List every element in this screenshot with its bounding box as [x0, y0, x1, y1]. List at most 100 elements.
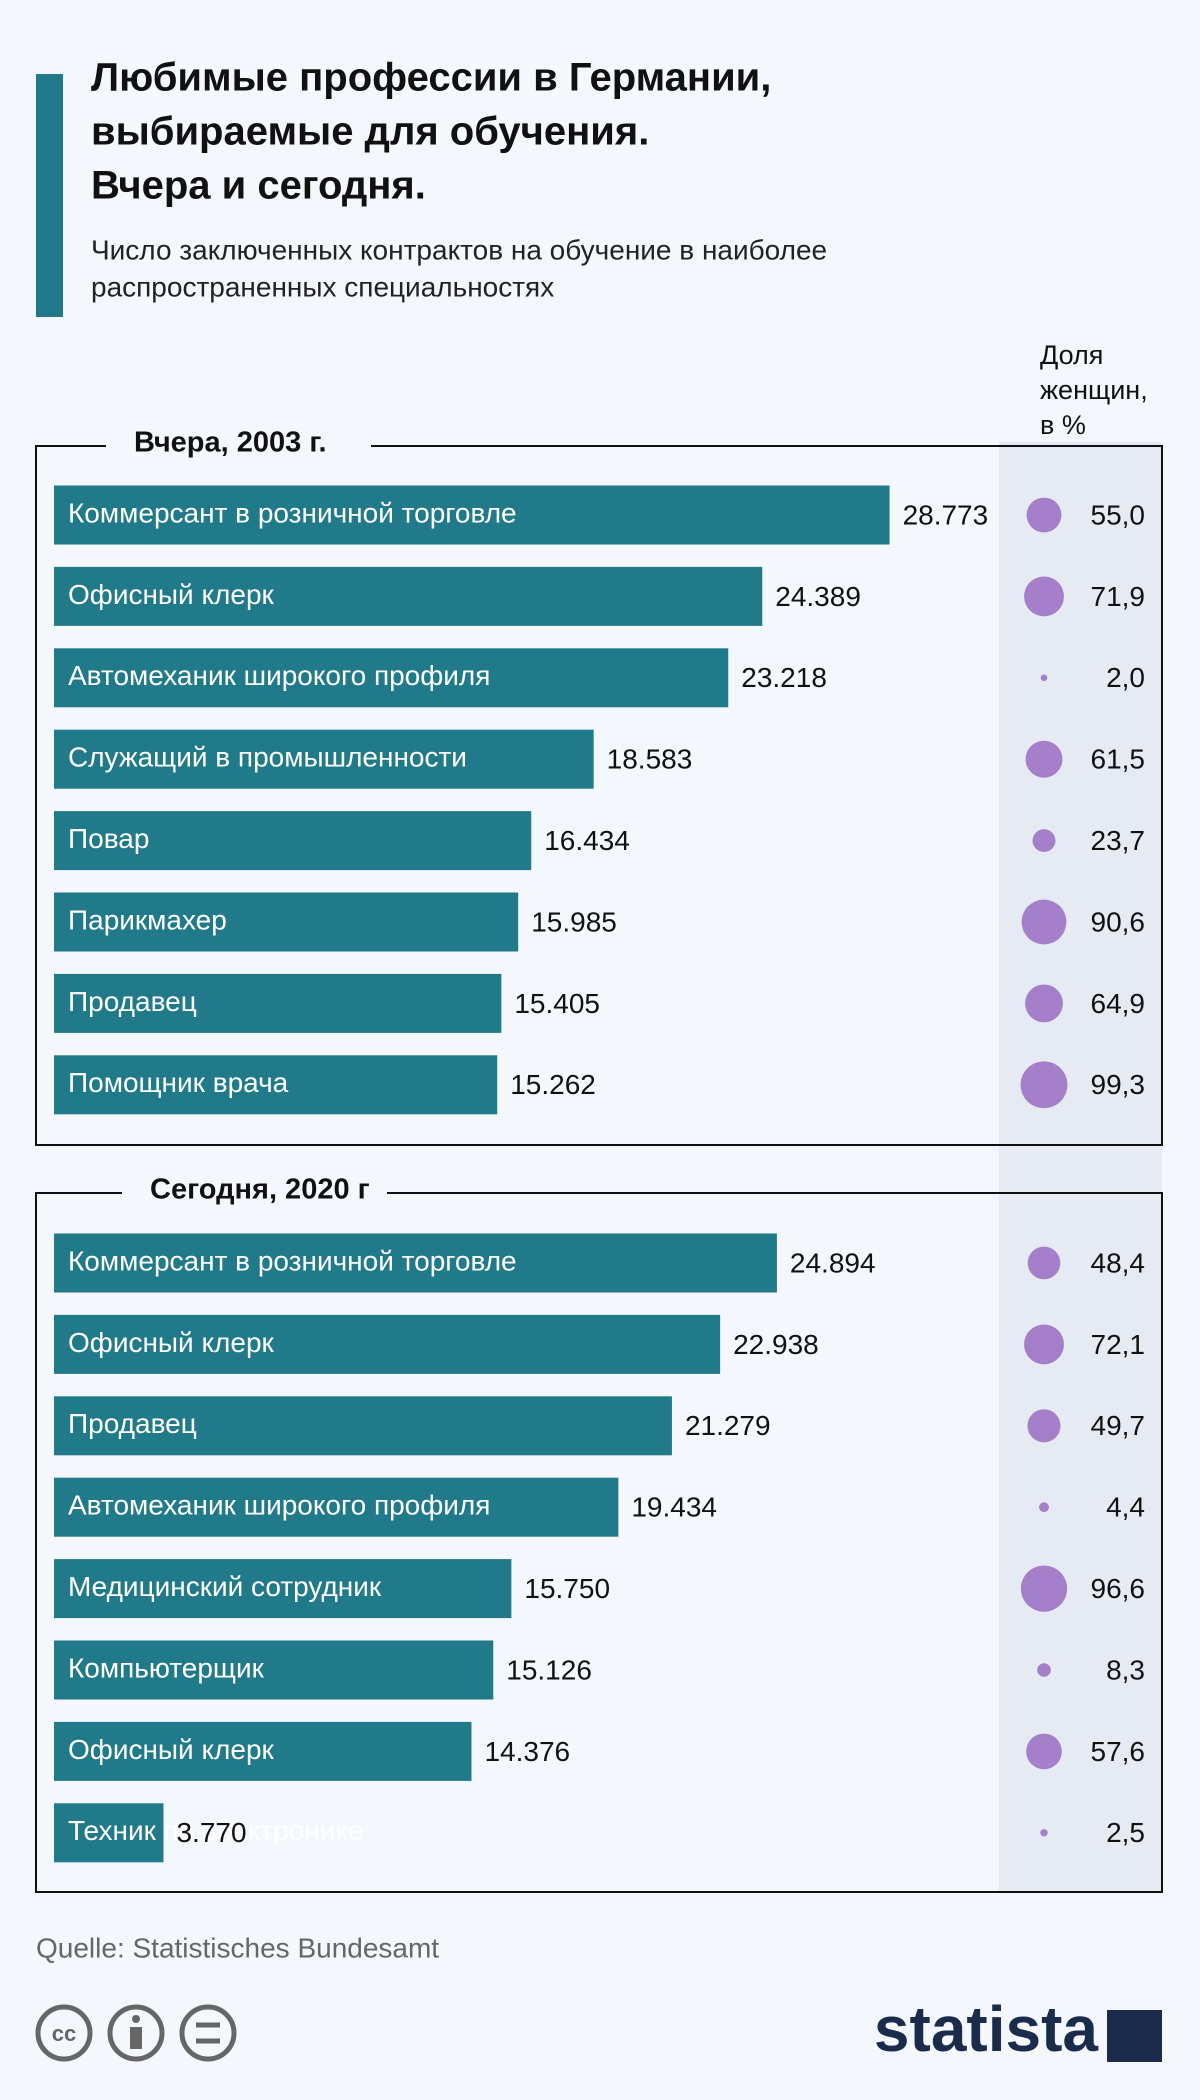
share-dot [1025, 740, 1063, 778]
title: Вчера и сегодня. [91, 164, 426, 208]
share-header: женщин, [1040, 375, 1148, 405]
bar-label: Офисный клерк [68, 1734, 275, 1765]
bar [54, 1396, 672, 1456]
panel-frame [35, 445, 1163, 1146]
license-icons: cc [35, 2004, 237, 2062]
share-dot [1020, 1565, 1068, 1612]
bar-label: Коммерсант в розничной торговле [68, 497, 517, 528]
value-label: 15.750 [524, 1573, 610, 1604]
value-label: 3.770 [176, 1817, 246, 1848]
share-label: 99,3 [1091, 1069, 1146, 1100]
bar [54, 566, 763, 626]
share-dot [1040, 674, 1048, 682]
share-header: Доля [1040, 340, 1103, 370]
share-label: 48,4 [1091, 1247, 1146, 1278]
share-column [999, 442, 1162, 1892]
value-label: 15.985 [531, 906, 617, 937]
value-label: 16.434 [544, 825, 630, 856]
value-label: 18.583 [607, 744, 693, 775]
share-label: 2,5 [1106, 1817, 1145, 1848]
by-head [132, 2015, 140, 2023]
value-label: 28.773 [903, 499, 989, 530]
share-label: 2,0 [1106, 662, 1145, 693]
bar [54, 973, 502, 1033]
bar [54, 1477, 619, 1537]
bar [54, 1721, 472, 1781]
share-header: в % [1040, 410, 1086, 440]
panel-title: Сегодня, 2020 г [150, 1174, 370, 1206]
share-label: 90,6 [1091, 906, 1146, 937]
panel-title-bg [106, 426, 371, 466]
bar [54, 1233, 777, 1293]
value-label: 24.389 [775, 581, 861, 612]
share-label: 96,6 [1091, 1573, 1146, 1604]
bar-label: Парикмахер [68, 904, 227, 935]
panel-title-bg [122, 1173, 387, 1213]
share-label: 55,0 [1091, 499, 1146, 530]
bar [54, 1314, 721, 1374]
value-label: 21.279 [685, 1410, 771, 1441]
share-dot [1027, 1246, 1061, 1280]
bar [54, 1055, 498, 1115]
bar-label: Автомеханик широкого профиля [68, 1490, 490, 1521]
share-dot [1020, 1061, 1068, 1109]
share-label: 4,4 [1106, 1492, 1145, 1523]
bar [54, 1559, 512, 1619]
share-dot [1025, 984, 1063, 1023]
bar-label: Автомеханик широкого профиля [68, 660, 490, 691]
bar-label: Помощник врача [68, 1067, 289, 1098]
bar-label: Продавец [68, 1408, 197, 1439]
bar [54, 811, 532, 871]
bar [54, 485, 890, 545]
brand-icon [1107, 2010, 1162, 2062]
bar-label: Офисный клерк [68, 1327, 275, 1358]
share-dot [1040, 1829, 1048, 1837]
source: Quelle: Statistisches Bundesamt [36, 1932, 439, 1963]
bar [54, 1803, 164, 1863]
value-label: 22.938 [733, 1329, 819, 1360]
panel-frame [35, 1192, 1163, 1893]
share-label: 23,7 [1091, 825, 1146, 856]
share-dot [1037, 1663, 1051, 1677]
cc-icon [35, 2004, 93, 2062]
title: Любимые профессии в Германии, [91, 56, 771, 100]
share-label: 49,7 [1091, 1410, 1146, 1441]
panel-title: Вчера, 2003 г. [134, 427, 327, 459]
bar [54, 648, 729, 708]
bar [54, 729, 594, 789]
value-label: 14.376 [484, 1736, 570, 1767]
share-dot [1032, 829, 1056, 853]
value-label: 24.894 [790, 1247, 876, 1278]
bar-label: Техник по электронике [68, 1815, 364, 1846]
bar [54, 1640, 494, 1700]
bar-label: Медицинский сотрудник [68, 1571, 382, 1602]
share-label: 64,9 [1091, 988, 1146, 1019]
bar-label: Служащий в промышленности [68, 742, 467, 773]
value-label: 23.218 [741, 662, 827, 693]
value-label: 15.262 [510, 1069, 596, 1100]
share-dot [1039, 1502, 1049, 1513]
by-body [130, 2027, 142, 2049]
cc-text: cc [52, 2021, 76, 2046]
share-dot [1026, 1733, 1062, 1770]
accent-bar [36, 74, 63, 317]
share-label: 8,3 [1106, 1654, 1145, 1685]
bar-label: Коммерсант в розничной торговле [68, 1245, 517, 1276]
subtitle: распространенных специальностях [91, 271, 554, 302]
value-label: 15.405 [514, 988, 600, 1019]
share-label: 72,1 [1091, 1329, 1146, 1360]
share-dot [1027, 1409, 1061, 1443]
by-icon [107, 2004, 165, 2062]
share-label: 61,5 [1091, 744, 1146, 775]
share-dot [1024, 1324, 1064, 1365]
value-label: 15.126 [506, 1654, 592, 1685]
bar-label: Продавец [68, 986, 197, 1017]
share-dot [1021, 899, 1067, 945]
subtitle: Число заключенных контрактов на обучение… [91, 234, 827, 265]
brand: statista [874, 1993, 1099, 2065]
title: выбираемые для обучения. [91, 110, 649, 154]
nd-icon [179, 2004, 237, 2062]
bar-label: Компьютерщик [68, 1652, 265, 1683]
share-dot [1024, 576, 1064, 617]
